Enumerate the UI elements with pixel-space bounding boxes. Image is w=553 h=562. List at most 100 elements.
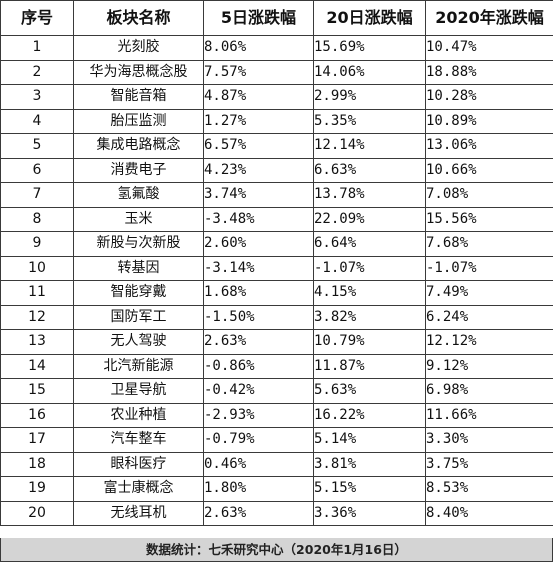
table-row: 18 眼科医疗 0.46% 3.81% 3.75% (0, 451, 553, 477)
row-rank: 13 (0, 329, 74, 355)
row-5day-change: 1.68% (203, 280, 314, 306)
row-sector-name: 集成电路概念 (73, 133, 204, 159)
header-5day-change: 5日涨跌幅 (203, 0, 314, 36)
row-sector-name: 富士康概念 (73, 476, 204, 502)
sector-performance-table: 序号 板块名称 5日涨跌幅 20日涨跌幅 2020年涨跌幅 1 光刻胶 8.06% 1… (0, 0, 553, 526)
table-row: 8 玉米 -3.48% 22.09% 15.56% (0, 206, 553, 232)
row-2020-change: 8.53% (425, 476, 553, 502)
table-row: 5 集成电路概念 6.57% 12.14% 13.06% (0, 133, 553, 159)
table-row: 3 智能音箱 4.87% 2.99% 10.28% (0, 84, 553, 110)
row-20day-change: 11.87% (313, 353, 426, 379)
row-rank: 5 (0, 133, 74, 159)
table-row: 10 转基因 -3.14% -1.07% -1.07% (0, 255, 553, 281)
row-sector-name: 汽车整车 (73, 427, 204, 453)
row-5day-change: -3.14% (203, 255, 314, 281)
row-20day-change: 12.14% (313, 133, 426, 159)
row-rank: 16 (0, 402, 74, 428)
row-20day-change: 4.15% (313, 280, 426, 306)
row-rank: 3 (0, 84, 74, 110)
table-row: 20 无线耳机 2.63% 3.36% 8.40% (0, 500, 553, 526)
row-5day-change: 8.06% (203, 35, 314, 61)
row-2020-change: 3.75% (425, 451, 553, 477)
header-20day-change: 20日涨跌幅 (313, 0, 426, 36)
row-2020-change: 7.68% (425, 231, 553, 257)
row-sector-name: 北汽新能源 (73, 353, 204, 379)
header-row: 序号 板块名称 5日涨跌幅 20日涨跌幅 2020年涨跌幅 (0, 0, 553, 36)
row-20day-change: -1.07% (313, 255, 426, 281)
row-sector-name: 眼科医疗 (73, 451, 204, 477)
row-5day-change: 7.57% (203, 59, 314, 85)
row-5day-change: -0.42% (203, 378, 314, 404)
row-5day-change: 3.74% (203, 182, 314, 208)
row-5day-change: 1.80% (203, 476, 314, 502)
row-20day-change: 5.35% (313, 108, 426, 134)
table-row: 16 农业种植 -2.93% 16.22% 11.66% (0, 402, 553, 428)
row-5day-change: 2.60% (203, 231, 314, 257)
row-5day-change: 6.57% (203, 133, 314, 159)
data-source-footer: 数据统计：七禾研究中心（2020年1月16日） (0, 538, 553, 562)
row-2020-change: 18.88% (425, 59, 553, 85)
row-2020-change: 6.24% (425, 304, 553, 330)
table-row: 2 华为海思概念股 7.57% 14.06% 18.88% (0, 59, 553, 85)
table-row: 14 北汽新能源 -0.86% 11.87% 9.12% (0, 353, 553, 379)
row-5day-change: -2.93% (203, 402, 314, 428)
row-rank: 15 (0, 378, 74, 404)
row-2020-change: 11.66% (425, 402, 553, 428)
row-rank: 4 (0, 108, 74, 134)
row-5day-change: -3.48% (203, 206, 314, 232)
row-2020-change: 3.30% (425, 427, 553, 453)
row-20day-change: 22.09% (313, 206, 426, 232)
row-sector-name: 胎压监测 (73, 108, 204, 134)
row-2020-change: 12.12% (425, 329, 553, 355)
row-5day-change: 2.63% (203, 500, 314, 526)
row-sector-name: 光刻胶 (73, 35, 204, 61)
table-row: 17 汽车整车 -0.79% 5.14% 3.30% (0, 427, 553, 453)
table-row: 7 氢氟酸 3.74% 13.78% 7.08% (0, 182, 553, 208)
row-rank: 20 (0, 500, 74, 526)
row-sector-name: 国防军工 (73, 304, 204, 330)
table-row: 11 智能穿戴 1.68% 4.15% 7.49% (0, 280, 553, 306)
row-2020-change: 13.06% (425, 133, 553, 159)
row-sector-name: 转基因 (73, 255, 204, 281)
row-5day-change: -0.86% (203, 353, 314, 379)
row-5day-change: 1.27% (203, 108, 314, 134)
row-5day-change: 4.23% (203, 157, 314, 183)
row-rank: 6 (0, 157, 74, 183)
row-20day-change: 3.36% (313, 500, 426, 526)
row-2020-change: 10.28% (425, 84, 553, 110)
table-row: 4 胎压监测 1.27% 5.35% 10.89% (0, 108, 553, 134)
row-rank: 11 (0, 280, 74, 306)
row-5day-change: 0.46% (203, 451, 314, 477)
row-2020-change: 9.12% (425, 353, 553, 379)
row-2020-change: 7.08% (425, 182, 553, 208)
row-2020-change: 10.89% (425, 108, 553, 134)
row-20day-change: 3.81% (313, 451, 426, 477)
header-rank: 序号 (0, 0, 74, 36)
row-5day-change: 2.63% (203, 329, 314, 355)
row-sector-name: 无线耳机 (73, 500, 204, 526)
table-row: 6 消费电子 4.23% 6.63% 10.66% (0, 157, 553, 183)
table-row: 19 富士康概念 1.80% 5.15% 8.53% (0, 476, 553, 502)
row-20day-change: 13.78% (313, 182, 426, 208)
row-20day-change: 5.15% (313, 476, 426, 502)
table-body: 1 光刻胶 8.06% 15.69% 10.47% 2 华为海思概念股 7.57% 14.06%… (0, 35, 553, 526)
row-20day-change: 6.64% (313, 231, 426, 257)
row-rank: 17 (0, 427, 74, 453)
row-20day-change: 3.82% (313, 304, 426, 330)
table-row: 12 国防军工 -1.50% 3.82% 6.24% (0, 304, 553, 330)
row-rank: 12 (0, 304, 74, 330)
row-20day-change: 14.06% (313, 59, 426, 85)
row-sector-name: 农业种植 (73, 402, 204, 428)
row-sector-name: 无人驾驶 (73, 329, 204, 355)
row-2020-change: 10.47% (425, 35, 553, 61)
row-sector-name: 华为海思概念股 (73, 59, 204, 85)
row-20day-change: 16.22% (313, 402, 426, 428)
row-sector-name: 消费电子 (73, 157, 204, 183)
row-20day-change: 5.63% (313, 378, 426, 404)
row-2020-change: 6.98% (425, 378, 553, 404)
row-2020-change: -1.07% (425, 255, 553, 281)
header-2020-change: 2020年涨跌幅 (425, 0, 553, 36)
table-row: 13 无人驾驶 2.63% 10.79% 12.12% (0, 329, 553, 355)
row-2020-change: 8.40% (425, 500, 553, 526)
